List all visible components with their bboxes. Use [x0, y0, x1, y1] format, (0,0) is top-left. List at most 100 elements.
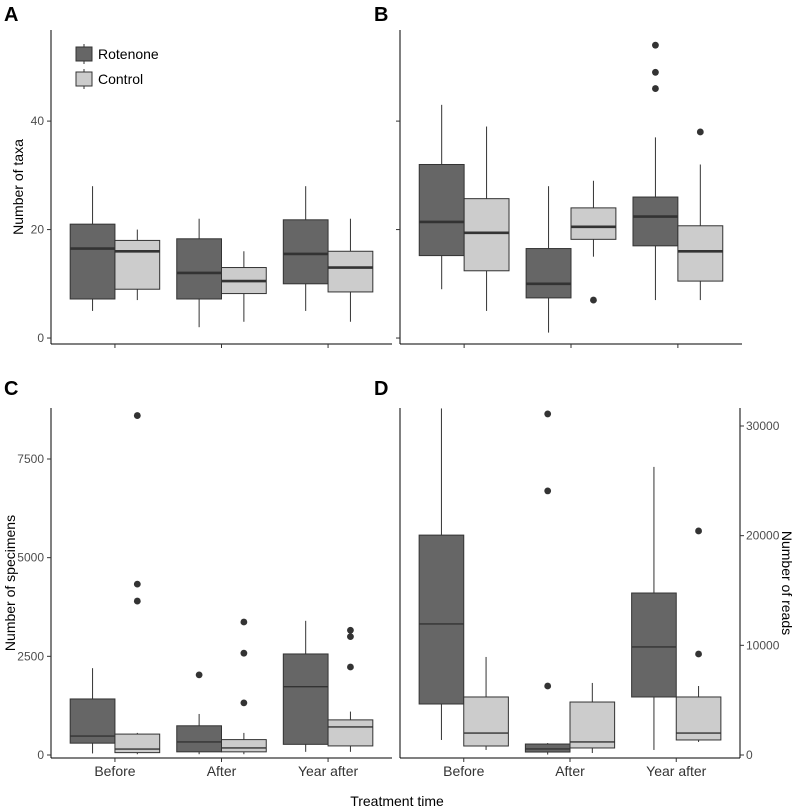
box-body — [570, 207, 617, 240]
x-tick-label: Year after — [646, 763, 707, 779]
x-tick-label: Before — [443, 763, 484, 779]
y-tick-label: 7500 — [17, 452, 44, 466]
box-body — [524, 743, 571, 753]
box-body — [631, 592, 677, 698]
outlier-point — [652, 68, 659, 76]
box-body — [327, 250, 374, 293]
box-body — [69, 223, 116, 300]
outlier-point — [240, 649, 248, 657]
x-axis-title: Treatment time — [350, 793, 444, 809]
box-control-year-after — [327, 626, 374, 752]
outlier-point — [240, 699, 248, 707]
box-control-year-after — [327, 218, 374, 322]
box-body — [463, 198, 510, 272]
box-control-after — [221, 618, 267, 755]
outlier-point — [347, 663, 354, 671]
box-control-after — [570, 180, 617, 304]
y-axis-title: Number of specimens — [2, 515, 18, 651]
outlier-point — [240, 618, 248, 626]
box-body — [569, 701, 616, 749]
box-body — [463, 696, 509, 747]
legend-item-control: Control — [75, 69, 143, 89]
panel-c: C 0 2500 5000 7500 Before After Year after Numbe… — [2, 378, 392, 779]
box-body — [677, 225, 724, 282]
legend-key-rotenone — [75, 46, 93, 62]
y-tick-label: 30000 — [746, 419, 780, 433]
box-body — [282, 219, 329, 285]
panels: A 0 20 40 Number of taxa B C 0 2500 5000 7500 Befor… — [2, 4, 795, 779]
outlier-point — [696, 128, 704, 136]
box-rotenone-before — [418, 104, 465, 290]
box-body — [221, 739, 267, 753]
box-body — [418, 163, 465, 257]
box-rotenone-year-after — [282, 186, 329, 311]
box-control-before — [463, 126, 510, 311]
box-rotenone-after — [176, 671, 222, 755]
box-body — [418, 534, 465, 705]
box-control-before — [463, 656, 509, 750]
box-body — [327, 719, 374, 747]
y-tick-label: 40 — [31, 114, 45, 128]
outlier-point — [133, 597, 141, 605]
panel-label: A — [4, 4, 18, 26]
outlier-point — [133, 580, 141, 588]
y-axis-title: Number of reads — [779, 531, 795, 635]
y-tick-label: 0 — [37, 748, 44, 762]
box-control-year-after — [675, 527, 722, 742]
outlier-point — [590, 296, 597, 304]
box-rotenone-after — [524, 410, 571, 755]
box-body — [282, 653, 329, 745]
x-tick-label: After — [207, 763, 237, 779]
box-body — [114, 733, 161, 754]
box-body — [176, 238, 222, 300]
box-rotenone-after — [176, 218, 222, 328]
box-control-after — [569, 682, 616, 754]
box-rotenone-year-after — [631, 466, 677, 750]
outlier-point — [652, 85, 659, 92]
box-rotenone-after — [525, 186, 572, 333]
legend-label-control: Control — [98, 71, 143, 87]
y-axis-title: Number of taxa — [10, 139, 26, 235]
box-body — [176, 725, 222, 753]
box-rotenone-year-after — [632, 41, 679, 301]
x-tick-label: Year after — [298, 763, 359, 779]
outlier-point — [695, 650, 702, 658]
legend-label-rotenone: Rotenone — [98, 46, 159, 62]
box-rotenone-before — [69, 668, 116, 754]
y-tick-label: 5000 — [17, 551, 44, 565]
outlier-point — [347, 626, 354, 634]
box-control-before — [114, 229, 161, 301]
outlier-point — [695, 527, 702, 535]
box-control-after — [221, 251, 267, 322]
panel-a: A 0 20 40 Number of taxa — [4, 4, 392, 348]
x-tick-label: Before — [94, 763, 135, 779]
box-rotenone-before — [418, 408, 465, 740]
outlier-point — [544, 410, 552, 418]
box-body — [525, 248, 572, 299]
y-tick-label: 10000 — [746, 638, 780, 652]
panel-label: C — [4, 378, 18, 400]
outlier-point — [347, 633, 354, 640]
box-control-before — [114, 412, 161, 755]
panel-label: B — [374, 4, 388, 26]
panel-b: B — [374, 4, 742, 348]
legend: Rotenone Control — [75, 44, 159, 89]
box-rotenone-before — [69, 186, 116, 311]
box-body — [114, 239, 161, 290]
y-tick-label: 0 — [746, 748, 753, 762]
panel-label: D — [374, 378, 388, 400]
y-tick-label: 2500 — [17, 649, 44, 663]
outlier-point — [544, 487, 552, 495]
y-tick-label: 20000 — [746, 529, 780, 543]
panel-d: D 0 10000 20000 30000 Before After Year after Nu… — [374, 378, 795, 779]
x-tick-label: After — [555, 763, 585, 779]
box-body — [632, 196, 679, 247]
outlier-point — [544, 682, 552, 690]
legend-item-rotenone: Rotenone — [75, 44, 159, 64]
y-tick-label: 20 — [31, 223, 45, 237]
outlier-point — [195, 671, 203, 679]
outlier-point — [652, 41, 659, 49]
box-rotenone-year-after — [282, 620, 329, 752]
